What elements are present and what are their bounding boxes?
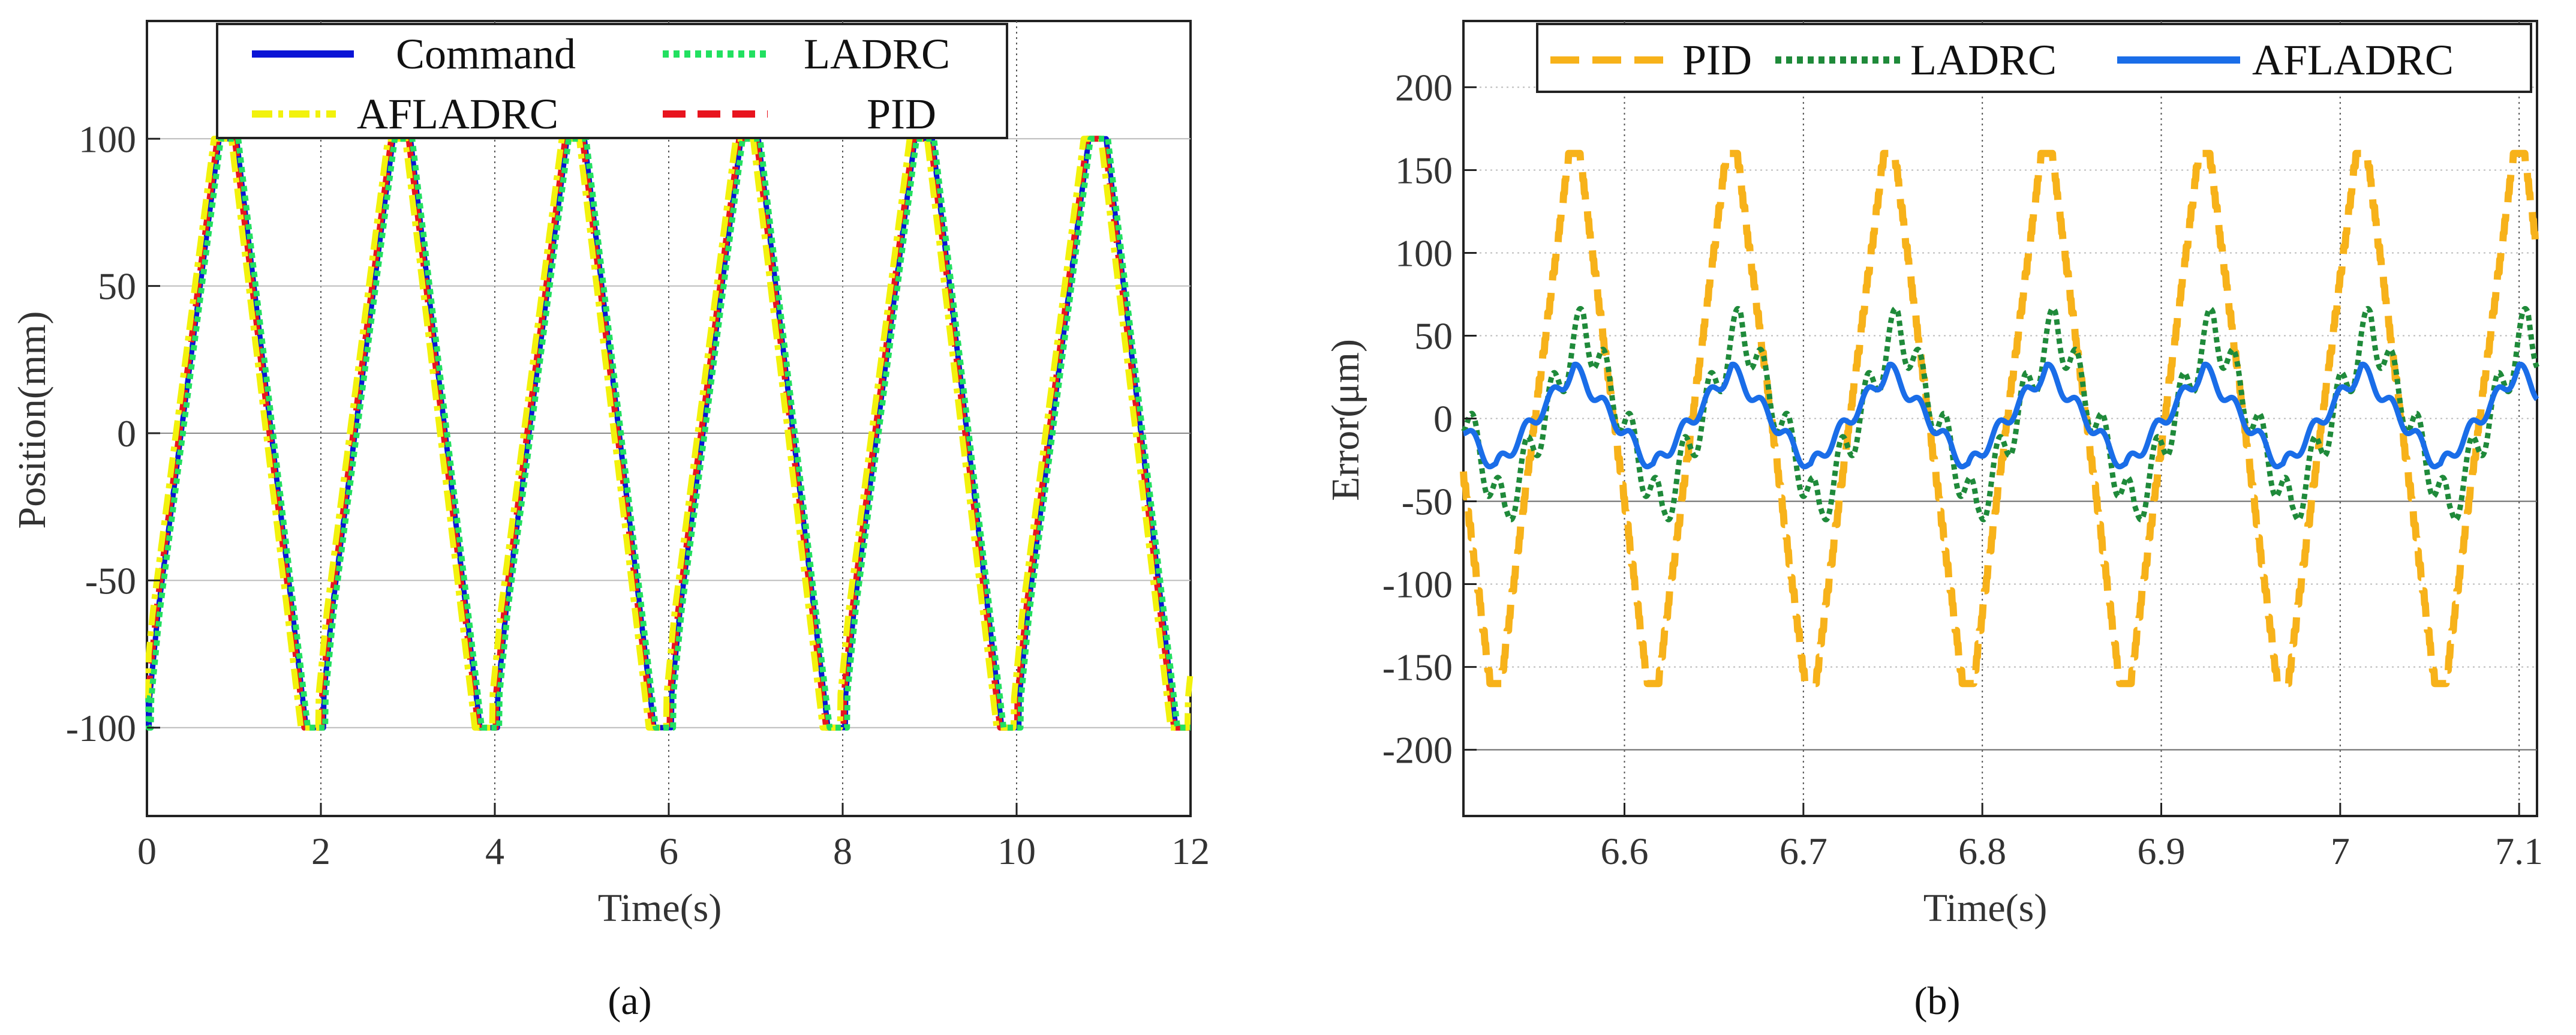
panel-a-legend: Command LADRC AFLADRC PID [216, 23, 1008, 139]
x-tick-label: 6.9 [2138, 830, 2186, 872]
x-tick-label: 6 [659, 830, 678, 872]
y-tick-label: -100 [66, 707, 136, 749]
panel-a-y-ticks: -100 -50 0 50 100 [66, 118, 160, 749]
legend-a-afladrc-label: AFLADRC [357, 90, 558, 138]
legend-a-pid-label: PID [867, 90, 936, 138]
panel-b-x-axis-label: Time(s) [1923, 886, 2048, 930]
x-tick-label: 4 [485, 830, 504, 872]
y-tick-label: 50 [98, 265, 136, 308]
x-tick-label: 6.6 [1601, 830, 1649, 872]
panel-b-legend: PID LADRC AFLADRC [1536, 23, 2532, 93]
legend-b-afladrc-label: AFLADRC [2252, 36, 2454, 84]
panel-a-lines [144, 136, 1194, 731]
x-tick-label: 0 [137, 830, 157, 872]
x-tick-label: 6.8 [1958, 830, 2006, 872]
y-tick-label: 200 [1395, 66, 1453, 109]
panel-b-lines [1460, 149, 2540, 688]
legend-b-ladrc-label: LADRC [1910, 36, 2057, 84]
panel-b-y-ticks: -200 -150 -100 -50 0 50 100 150 200 [1382, 66, 1477, 772]
panel-b-x-ticks: 6.6 6.7 6.8 6.9 7 7.1 [1601, 803, 2543, 872]
series-b-ladrc [1461, 306, 2540, 523]
x-tick-label: 10 [997, 830, 1036, 872]
y-tick-label: 0 [1433, 398, 1453, 440]
panel-a: 0 2 4 6 8 10 12 -100 -50 0 50 100 Time(s) Position… [10, 20, 1210, 1023]
y-tick-label: 0 [117, 412, 136, 455]
y-tick-label: 50 [1414, 314, 1453, 357]
panel-b-legend-box [1536, 23, 2532, 93]
x-tick-label: 7 [2331, 830, 2350, 872]
y-tick-label: 100 [1395, 232, 1453, 274]
panel-b: 6.6 6.7 6.8 6.9 7 7.1 -200 -150 -100 -50 0 50 100 15… [1324, 20, 2543, 1023]
series-b-afladrc [1461, 361, 2539, 470]
legend-b-pid-label: PID [1682, 36, 1752, 84]
legend-a-ladrc-label: LADRC [804, 30, 950, 78]
series-a-afladrc [144, 136, 1194, 731]
x-tick-label: 6.7 [1780, 830, 1827, 872]
y-tick-label: 150 [1395, 149, 1453, 191]
y-tick-label: -150 [1382, 646, 1453, 689]
y-tick-label: -100 [1382, 563, 1453, 606]
series-a-ladrc [144, 136, 1194, 731]
panel-a-caption: (a) [608, 979, 651, 1023]
panel-b-caption: (b) [1914, 979, 1961, 1023]
x-tick-label: 12 [1171, 830, 1210, 872]
panel-a-x-axis-label: Time(s) [598, 886, 722, 930]
panel-a-legend-box [216, 23, 1008, 139]
x-tick-label: 8 [833, 830, 852, 872]
panel-b-y-axis-label: Error(μm) [1324, 339, 1367, 501]
y-tick-label: -50 [85, 559, 136, 602]
series-b-pid [1460, 149, 2540, 688]
x-tick-label: 7.1 [2495, 830, 2543, 872]
legend-a-command-label: Command [396, 30, 576, 78]
y-tick-label: -200 [1382, 729, 1453, 772]
y-tick-label: 100 [79, 118, 136, 160]
panel-a-x-ticks: 0 2 4 6 8 10 12 [137, 803, 1210, 872]
x-tick-label: 2 [311, 830, 330, 872]
panel-a-y-axis-label: Position(mm) [10, 311, 54, 529]
y-tick-label: -50 [1402, 481, 1453, 523]
